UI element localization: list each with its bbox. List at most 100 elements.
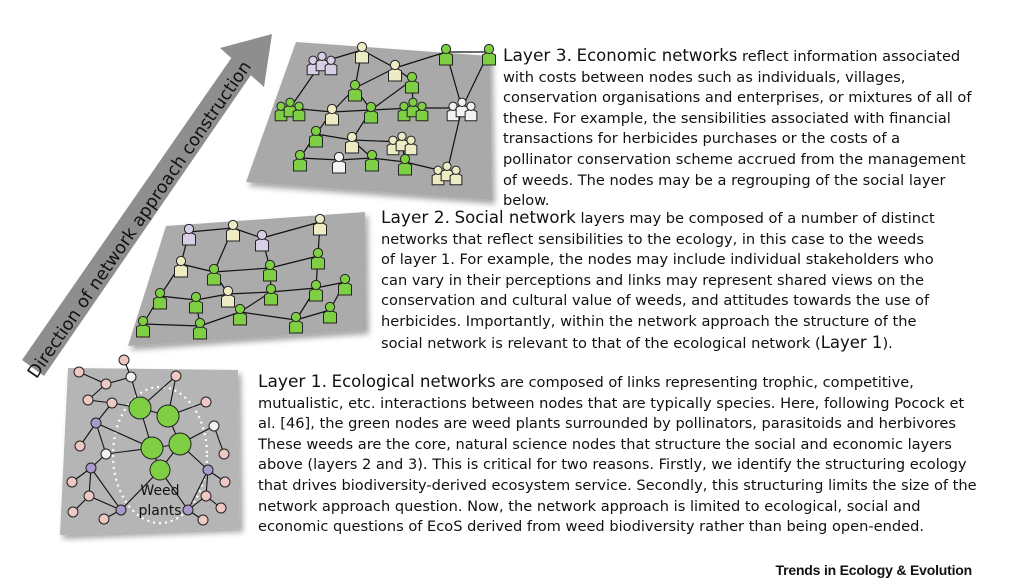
layer2-node xyxy=(309,279,323,302)
layer2-node xyxy=(289,311,303,334)
direction-arrow xyxy=(22,34,272,376)
layer2-node xyxy=(221,285,235,308)
layer3-node xyxy=(325,103,339,126)
layer3-node-group xyxy=(397,97,429,122)
layer3-node-group-member xyxy=(449,165,463,186)
species-node xyxy=(106,397,118,409)
layer2-node xyxy=(313,213,327,236)
layer3-node xyxy=(293,149,307,172)
layer2-link xyxy=(180,263,215,273)
layer2-plane xyxy=(128,212,366,346)
layer3-node xyxy=(355,41,369,64)
layer2-link xyxy=(270,287,317,293)
species-node xyxy=(208,420,220,432)
layer3-node-group-member xyxy=(464,101,478,122)
layer2-node xyxy=(264,283,278,306)
layer3-link xyxy=(315,133,353,141)
species-node xyxy=(66,476,78,488)
layer3-nodes xyxy=(274,41,496,186)
layer3-node-group xyxy=(306,51,338,76)
species-node xyxy=(73,366,85,378)
weed-label-line1: Weed xyxy=(140,483,180,499)
layer2-lead: Layer 2. xyxy=(381,208,451,228)
species-node xyxy=(218,448,230,460)
weed-plant-node xyxy=(156,404,180,428)
layer2-node xyxy=(263,259,277,282)
layer3-node xyxy=(439,43,453,66)
layer2-ref: Layer 1 xyxy=(820,332,883,352)
layer3-lead: Layer 3. xyxy=(503,46,573,66)
layer3-body: reflect information associated with cost… xyxy=(503,48,972,210)
species-node xyxy=(82,394,94,406)
layer2-node xyxy=(338,273,352,296)
layer2-node xyxy=(255,229,269,252)
layer1-link xyxy=(187,469,209,511)
layer1-link xyxy=(88,495,122,511)
species-node xyxy=(215,502,227,514)
species-node xyxy=(200,490,212,502)
weed-plant-node xyxy=(128,396,152,420)
layer2-node xyxy=(136,315,150,338)
direction-arrow-head xyxy=(220,34,272,87)
layer2-node xyxy=(207,263,221,286)
layer2-node xyxy=(189,291,203,314)
layer3-node xyxy=(364,101,378,124)
layer3-node-group-member xyxy=(324,55,338,76)
layer2-nodes xyxy=(136,213,352,340)
layer3-node-group xyxy=(446,97,478,122)
layer2-node xyxy=(323,301,337,324)
layer3-node-group xyxy=(274,97,306,122)
layer2-body: layers may be composed of a number of di… xyxy=(381,210,935,352)
species-node xyxy=(98,513,110,525)
layer2-title: Social network xyxy=(454,208,576,227)
weed-plant-node xyxy=(140,436,164,460)
weed-label-line2: plants xyxy=(138,503,182,519)
weed-plants-dotted-outline xyxy=(111,385,209,525)
layer3-node-group-member xyxy=(292,101,306,122)
layer3-title: Economic networks xyxy=(576,46,738,65)
layer2-node xyxy=(174,255,188,278)
layer2-link xyxy=(239,311,297,321)
layer3-node xyxy=(309,125,323,148)
layer2-link xyxy=(142,323,201,327)
layer3-node xyxy=(482,43,496,66)
layer1-description: Layer 1. Ecological networks are compose… xyxy=(258,372,978,538)
layer3-link xyxy=(338,157,373,161)
layer3-node-group xyxy=(431,161,463,186)
layer3-node xyxy=(348,79,362,102)
species-node xyxy=(100,378,112,390)
weed-plants-label: Weed plants xyxy=(138,481,182,521)
species-node xyxy=(74,440,86,452)
layer3-node-group-member xyxy=(415,101,429,122)
layer3-node xyxy=(398,153,412,176)
species-node xyxy=(202,464,214,476)
weed-plant-node xyxy=(168,432,192,456)
layer2-link xyxy=(269,255,319,269)
layer3-node xyxy=(365,149,379,172)
layer2-node xyxy=(193,317,207,340)
layer3-node xyxy=(388,59,402,82)
layer3-description: Layer 3. Economic networks reflect infor… xyxy=(503,46,973,212)
layer2-link xyxy=(315,281,346,289)
layer2-link xyxy=(295,309,331,321)
species-node xyxy=(115,504,127,516)
layer1-body: are composed of links representing troph… xyxy=(258,374,977,536)
layer3-node xyxy=(332,151,346,174)
species-node xyxy=(182,504,194,516)
layer2-link xyxy=(159,295,197,301)
species-node xyxy=(100,448,112,460)
layer1-lead: Layer 1. xyxy=(258,372,328,392)
layer2-link xyxy=(188,227,234,233)
layer3-link xyxy=(446,107,463,173)
layer3-link xyxy=(299,157,340,161)
layer1-title: Ecological networks xyxy=(331,372,496,391)
layer2-link xyxy=(199,311,241,327)
layer2-link xyxy=(195,293,229,301)
direction-arrow-body xyxy=(22,57,253,376)
layer1-nodes xyxy=(66,354,231,526)
layer2-tail: ). xyxy=(882,334,893,352)
species-node xyxy=(85,462,97,474)
species-node xyxy=(118,354,130,366)
species-node xyxy=(83,490,95,502)
